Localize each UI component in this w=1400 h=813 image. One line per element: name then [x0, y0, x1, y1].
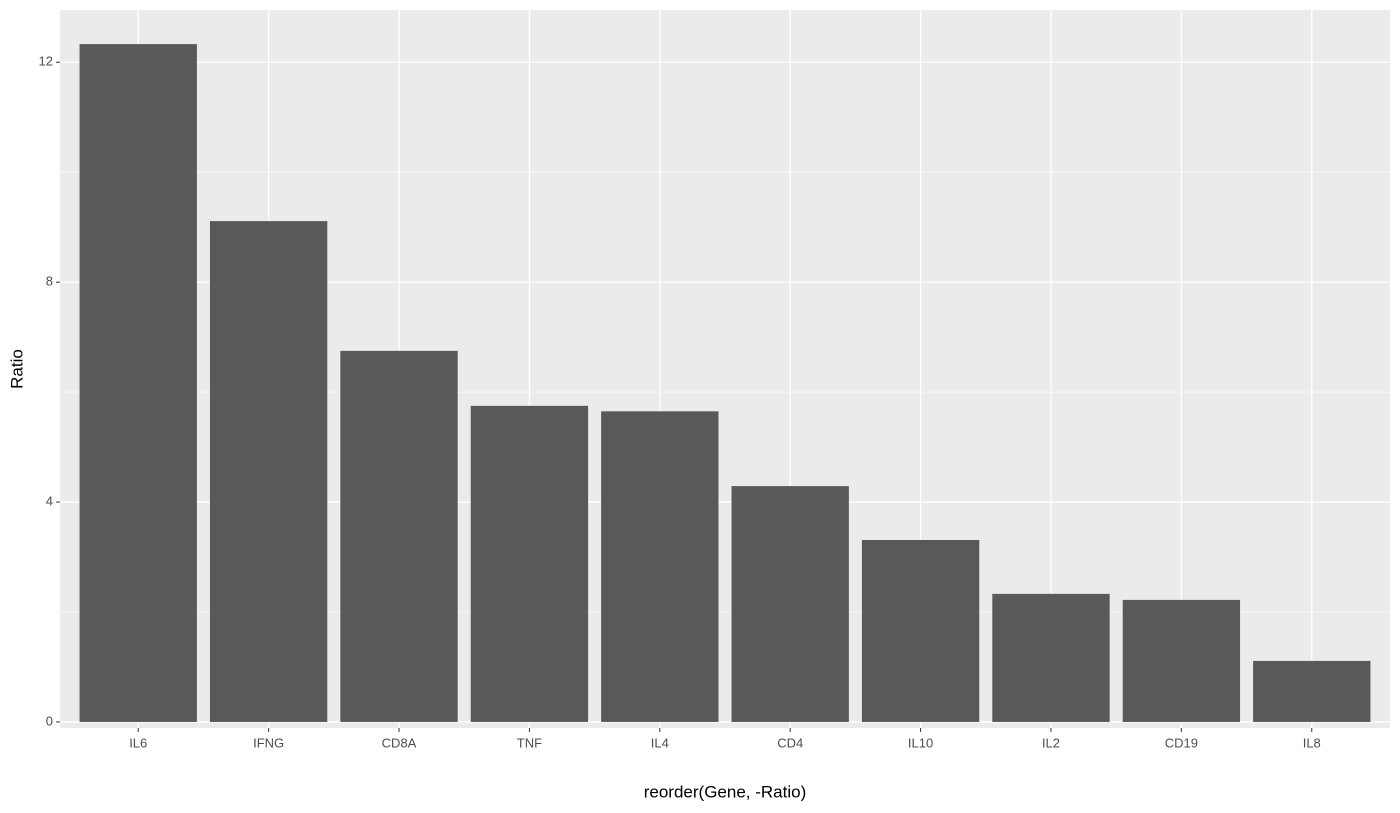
- x-tick-label: IFNG: [253, 735, 284, 750]
- bar: [861, 539, 980, 722]
- x-tick-label: IL4: [651, 735, 669, 750]
- bar: [1253, 660, 1371, 722]
- y-axis-title: Ratio: [7, 349, 26, 389]
- bar: [340, 350, 458, 722]
- y-tick-label: 12: [39, 54, 53, 69]
- x-tick-label: IL6: [129, 735, 147, 750]
- y-tick-label: 4: [46, 493, 53, 508]
- x-tick-label: IL2: [1042, 735, 1060, 750]
- x-tick-label: IL10: [908, 735, 933, 750]
- x-tick-label: CD8A: [382, 735, 417, 750]
- bar: [79, 44, 197, 722]
- x-tick-label: TNF: [517, 735, 542, 750]
- x-tick-label: CD19: [1165, 735, 1198, 750]
- bar: [601, 411, 719, 722]
- x-axis-title: reorder(Gene, -Ratio): [644, 782, 807, 801]
- bar: [1122, 599, 1241, 722]
- bar: [731, 486, 849, 722]
- y-tick-label: 8: [46, 274, 53, 289]
- bar: [209, 221, 328, 722]
- y-tick-label: 0: [46, 713, 53, 728]
- x-tick-label: CD4: [777, 735, 803, 750]
- bar: [470, 405, 589, 722]
- bar: [992, 593, 1110, 722]
- x-tick-label: IL8: [1303, 735, 1321, 750]
